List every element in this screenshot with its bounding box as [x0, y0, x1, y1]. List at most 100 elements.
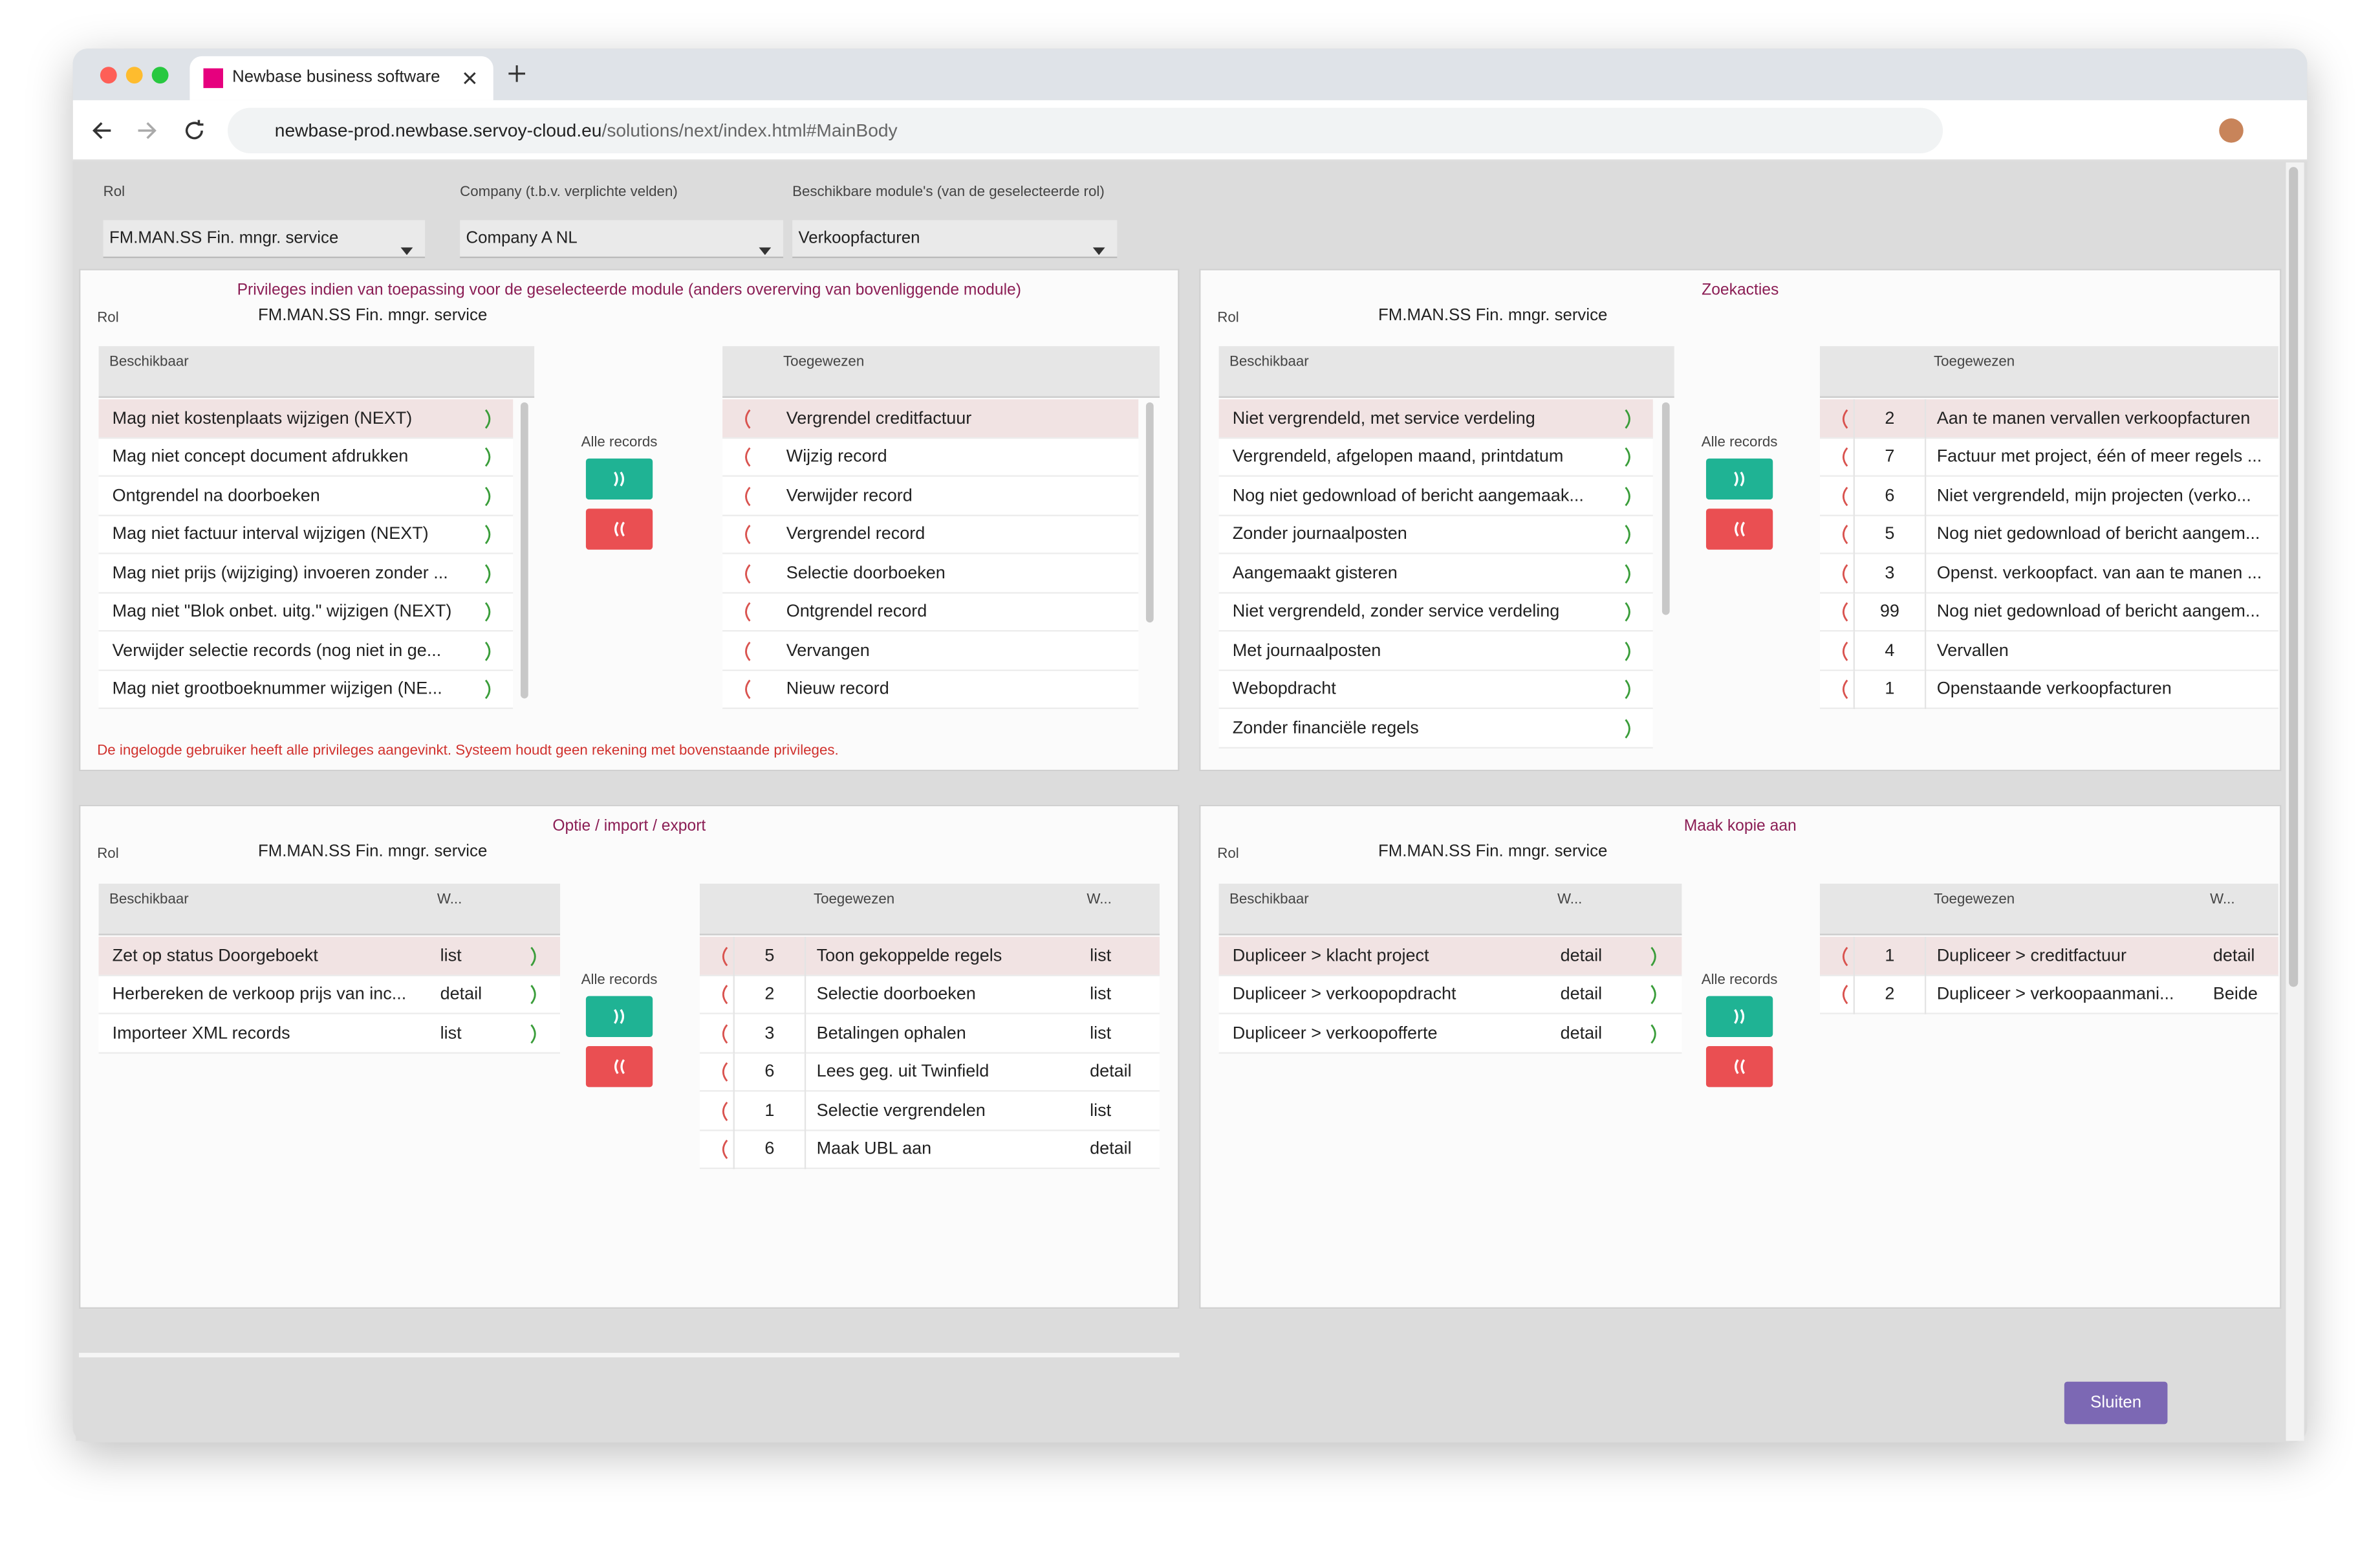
assigned-row[interactable] [699, 1130, 1160, 1170]
assigned-row[interactable] [1819, 515, 2278, 554]
remove-arrow[interactable] [718, 1023, 730, 1044]
available-row[interactable] [98, 670, 514, 710]
available-row[interactable] [98, 937, 561, 976]
available-row[interactable] [98, 554, 514, 593]
assigned-row[interactable] [699, 1091, 1160, 1131]
remove-arrow[interactable] [1838, 447, 1850, 468]
remove-arrow[interactable] [1838, 984, 1850, 1005]
add-arrow[interactable] [1623, 718, 1635, 739]
assigned-row[interactable] [1819, 554, 2278, 593]
select[interactable]: Company A NL [460, 220, 784, 258]
assigned-row[interactable] [1819, 399, 2278, 439]
add-arrow[interactable] [528, 946, 541, 967]
add-arrow[interactable] [1623, 485, 1635, 507]
available-row[interactable] [1218, 438, 1653, 477]
close-dot[interactable] [100, 67, 117, 84]
available-row[interactable] [1218, 399, 1653, 439]
add-arrow[interactable] [482, 563, 495, 584]
available-row[interactable] [98, 476, 514, 516]
min-dot[interactable] [125, 67, 143, 84]
add-arrow[interactable] [528, 984, 541, 1005]
add-arrow[interactable] [482, 640, 495, 662]
assigned-row[interactable] [1819, 476, 2278, 516]
remove-arrow[interactable] [741, 602, 753, 623]
tab[interactable]: Newbase business software [189, 56, 493, 100]
available-row[interactable] [1218, 593, 1653, 632]
remove-all-button[interactable] [1705, 508, 1773, 550]
reload[interactable] [184, 120, 205, 141]
remove-arrow[interactable] [718, 1139, 730, 1161]
available-row[interactable] [98, 399, 514, 439]
add-all-button[interactable] [1705, 458, 1773, 500]
add-arrow[interactable] [1623, 447, 1635, 468]
add-arrow[interactable] [1623, 640, 1635, 662]
assigned-row[interactable] [699, 937, 1160, 976]
remove-arrow[interactable] [1838, 485, 1850, 507]
add-all-button[interactable] [585, 458, 653, 500]
assigned-row[interactable] [722, 399, 1139, 439]
select[interactable]: FM.MAN.SS Fin. mngr. service [103, 220, 426, 258]
available-row[interactable] [98, 1014, 561, 1053]
assigned-row[interactable] [722, 631, 1139, 671]
add-arrow[interactable] [1623, 563, 1635, 584]
add-arrow[interactable] [1623, 408, 1635, 430]
remove-all-button[interactable] [585, 508, 653, 550]
close-button[interactable]: Sluiten [2064, 1381, 2168, 1425]
assigned-row[interactable] [722, 554, 1139, 593]
assigned-row[interactable] [722, 438, 1139, 477]
add-arrow[interactable] [528, 1023, 541, 1044]
profile[interactable] [2219, 118, 2244, 143]
remove-arrow[interactable] [741, 679, 753, 701]
add-arrow[interactable] [482, 408, 495, 430]
url-field[interactable]: newbase-prod.newbase.servoy-cloud.eu/sol… [228, 107, 1943, 154]
assigned-row[interactable] [1819, 975, 2278, 1014]
assigned-row[interactable] [1819, 631, 2278, 671]
forward[interactable] [136, 120, 158, 141]
available-row[interactable] [1218, 515, 1653, 554]
add-arrow[interactable] [1623, 524, 1635, 545]
remove-arrow[interactable] [741, 485, 753, 507]
add-all-button[interactable] [585, 996, 653, 1037]
add-arrow[interactable] [482, 679, 495, 701]
remove-arrow[interactable] [1838, 408, 1850, 430]
assigned-row[interactable] [1819, 670, 2278, 710]
available-row[interactable] [98, 631, 514, 671]
remove-arrow[interactable] [741, 563, 753, 584]
remove-arrow[interactable] [741, 524, 753, 545]
remove-arrow[interactable] [1838, 679, 1850, 701]
remove-all-button[interactable] [585, 1046, 653, 1087]
max-dot[interactable] [151, 67, 169, 84]
available-row[interactable] [98, 438, 514, 477]
add-arrow[interactable] [1649, 984, 1661, 1005]
available-row[interactable] [1218, 670, 1653, 710]
remove-arrow[interactable] [741, 640, 753, 662]
assigned-row[interactable] [1819, 438, 2278, 477]
remove-arrow[interactable] [718, 1100, 730, 1122]
remove-all-button[interactable] [1705, 1046, 1773, 1087]
available-row[interactable] [1218, 476, 1653, 516]
select[interactable]: Verkoopfacturen [792, 220, 1118, 258]
remove-arrow[interactable] [718, 984, 730, 1005]
assigned-row[interactable] [722, 670, 1139, 710]
remove-arrow[interactable] [1838, 524, 1850, 545]
available-row[interactable] [98, 593, 514, 632]
assigned-row[interactable] [1819, 593, 2278, 632]
assigned-row[interactable] [722, 515, 1139, 554]
add-all-button[interactable] [1705, 996, 1773, 1037]
assigned-row[interactable] [699, 1014, 1160, 1053]
add-arrow[interactable] [1623, 602, 1635, 623]
add-arrow[interactable] [482, 485, 495, 507]
new-tab[interactable] [508, 65, 526, 82]
assigned-row[interactable] [1819, 937, 2278, 976]
available-row[interactable] [98, 515, 514, 554]
remove-arrow[interactable] [741, 447, 753, 468]
back[interactable] [91, 120, 113, 141]
available-row[interactable] [1218, 975, 1682, 1014]
assigned-row[interactable] [699, 1053, 1160, 1092]
available-row[interactable] [1218, 937, 1682, 976]
available-row[interactable] [1218, 631, 1653, 671]
remove-arrow[interactable] [741, 408, 753, 430]
add-arrow[interactable] [482, 524, 495, 545]
remove-arrow[interactable] [718, 946, 730, 967]
assigned-row[interactable] [722, 476, 1139, 516]
